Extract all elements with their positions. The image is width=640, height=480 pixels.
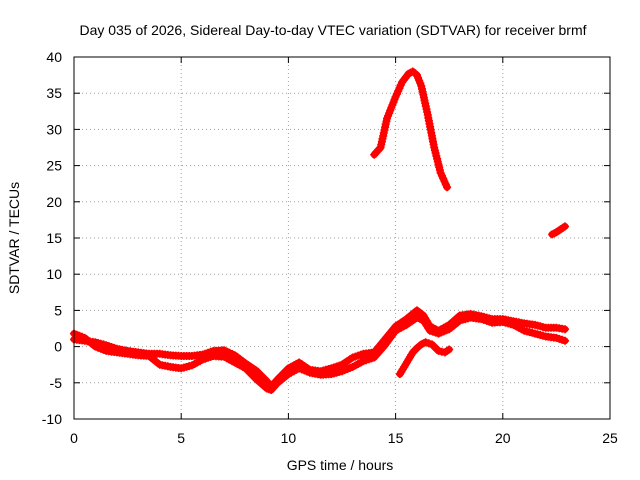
axis-ticks (73, 56, 611, 420)
y-tick-label: 0 (54, 339, 62, 355)
series-baseline-lower (70, 313, 569, 394)
y-tick-label: 35 (46, 85, 62, 101)
chart-title: Day 035 of 2026, Sidereal Day-to-day VTE… (79, 22, 586, 38)
data-point (561, 325, 569, 334)
y-tick-label: 40 (46, 49, 62, 65)
y-tick-label: 20 (46, 194, 62, 210)
data-point (445, 345, 454, 354)
data-series (70, 67, 569, 394)
x-axis-tick-labels: 0 5 10 15 20 25 (70, 430, 618, 446)
x-tick-label: 10 (281, 430, 297, 446)
x-tick-label: 0 (70, 430, 78, 446)
y-tick-label: -10 (42, 411, 62, 427)
x-axis-label: GPS time / hours (287, 457, 394, 473)
y-tick-label: 5 (54, 302, 62, 318)
y-tick-label: 10 (46, 266, 62, 282)
y-tick-label: 25 (46, 158, 62, 174)
x-tick-label: 15 (388, 430, 404, 446)
y-tick-label: 30 (46, 121, 62, 137)
y-axis-label: SDTVAR / TECUs (6, 182, 22, 294)
y-tick-label: 15 (46, 230, 62, 246)
x-tick-label: 20 (495, 430, 511, 446)
x-tick-label: 25 (602, 430, 618, 446)
grid-lines (74, 57, 610, 419)
y-axis-tick-labels: -10 -5 0 5 10 15 20 25 30 35 40 (42, 49, 62, 427)
series-late-segment (548, 222, 569, 239)
series-secondary-arc (395, 338, 454, 379)
y-tick-label: -5 (50, 375, 63, 391)
series-storm-arc (370, 67, 452, 192)
series-trace (70, 314, 569, 394)
data-point (561, 222, 569, 231)
data-point (561, 336, 569, 345)
x-tick-label: 5 (177, 430, 185, 446)
data-point (443, 183, 452, 192)
